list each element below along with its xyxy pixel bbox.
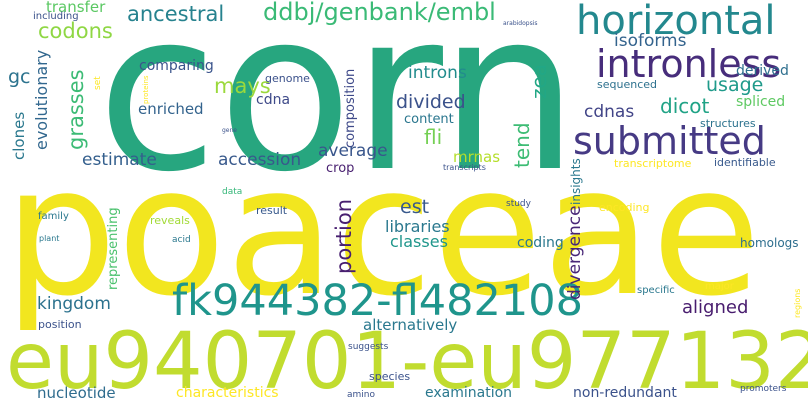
word-isoforms: isoforms [614,31,687,51]
word-suggests: suggests [348,342,389,352]
word-coding: coding [517,235,564,251]
word-insights: insights [569,158,583,205]
word-intronless: intronless [596,42,782,86]
word-fli: fli [424,125,443,149]
word-poaceae: poaceae [4,128,761,335]
word-submitted: submitted [573,119,766,163]
word-introns: introns [408,63,467,83]
word-structures: structures [700,117,756,130]
word-set: set [93,76,103,90]
word-identifiable: identifiable [714,156,776,169]
word-acid: acid [172,235,191,245]
word-mays: mays [214,74,271,98]
word-major: major [705,281,734,292]
word-reveals: reveals [150,214,190,227]
word-accession: accession [218,150,302,170]
word-characteristics: characteristics [176,385,279,401]
word-cdna: cdna [256,92,291,108]
word-amino: amino [347,390,375,400]
word-classes: classes [390,232,448,251]
word-specific: specific [637,285,675,296]
word-eu940701-eu977132: eu940701-eu977132 [6,317,808,404]
word-study: study [506,199,531,209]
word-horizontal: horizontal [576,0,776,44]
word-divided: divided [396,91,466,113]
word-position: position [38,318,82,331]
word-evolutionary: evolutionary [32,49,51,150]
word-grasses: grasses [64,69,88,150]
word-transcriptome: transcriptome [614,157,692,170]
word-zea: zea [527,63,551,99]
word-non-redundant: non-redundant [573,385,677,401]
word-homologs: homologs [740,236,799,250]
word-transfer: transfer [46,0,106,16]
word-transcripts: transcripts [443,163,486,172]
word-family: family [38,211,69,222]
word-data: data [222,187,243,197]
word-clones: clones [10,111,28,160]
word-genome: genome [265,72,310,85]
word-codons: codons [38,19,113,43]
word-alternatively: alternatively [363,316,458,334]
word-crop: crop [326,161,355,176]
word-including: including [33,11,79,22]
word-arabidopsis: arabidopsis [503,20,538,27]
word-examination: examination [425,385,513,401]
word-proteins: proteins [142,75,150,104]
word-plant: plant [39,234,60,243]
word-ddbj-genbank-embl: ddbj/genbank/embl [263,0,496,26]
word-composition: composition [343,68,358,148]
word-est: est [400,196,430,218]
word-ancestral: ancestral [127,2,225,26]
word-nucleotide: nucleotide [37,384,116,402]
word-average: average [318,141,388,161]
word-corn: corn [97,0,579,220]
word-species: species [369,370,411,383]
word-enriched: enriched [138,100,204,118]
word-regions: regions [793,288,802,318]
word-divergence: divergence [565,205,585,300]
word-gene: gene [222,127,237,134]
word-tend: tend [510,122,534,168]
word-spliced: spliced [736,94,786,110]
word-content: content [404,112,454,127]
word-libraries: libraries [385,217,450,236]
word-fk944382-fl482108: fk944382-fl482108 [172,276,583,326]
word-representing: representing [106,207,121,290]
word-sequenced: sequenced [597,78,657,91]
word-comparing: comparing [139,58,214,74]
word-derived: derived [736,63,789,79]
word-usage: usage [706,74,764,96]
word-aligned: aligned [682,297,749,318]
word-promoters: promoters [740,384,787,394]
word-result: result [256,204,288,217]
word-dicot: dicot [660,94,710,118]
word-cdnas: cdnas [584,102,635,122]
word-encoding: encoding [599,201,650,214]
word-mrnas: mrnas [453,148,501,166]
word-estimate: estimate [82,150,157,170]
word-kingdom: kingdom [37,294,111,314]
word-portion: portion [332,198,356,274]
word-gc: gc [8,66,31,88]
